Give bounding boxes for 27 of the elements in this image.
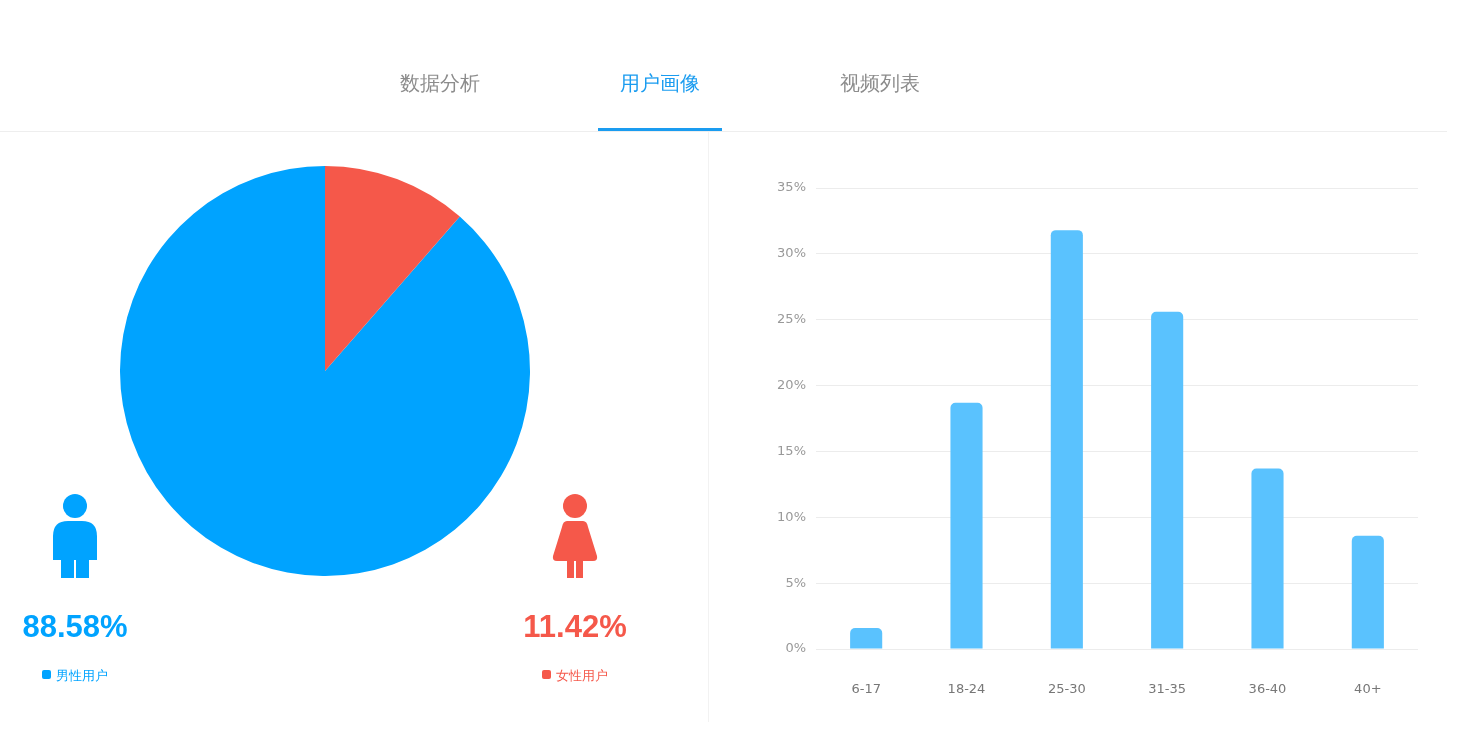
bar: [1050, 230, 1083, 649]
data-label: 88.58%: [22, 609, 128, 645]
bar: [1351, 535, 1384, 649]
y-tick-label: 0%: [785, 640, 806, 656]
text: 视频列表: [840, 70, 920, 97]
legend-label: 男性用户: [56, 666, 108, 685]
x-tick-label: 40+: [1354, 681, 1382, 697]
x-tick-label: 25-30: [1047, 681, 1086, 697]
y-tick-label: 35%: [777, 179, 806, 195]
y-tick-label: 30%: [777, 245, 806, 261]
data-label: 11.42%: [523, 609, 627, 645]
text: 数据分析: [400, 70, 480, 97]
x-tick-label: 6-17: [851, 681, 881, 697]
bar: [850, 627, 883, 649]
bar: [1151, 311, 1184, 649]
x-tick-label: 18-24: [947, 681, 986, 697]
text: 用户画像: [620, 70, 700, 97]
x-tick-label: 36-40: [1248, 681, 1287, 697]
y-tick-label: 25%: [777, 311, 806, 327]
y-tick-label: 15%: [777, 442, 806, 458]
legend-label: 女性用户: [556, 666, 608, 685]
x-tick-label: 31-35: [1148, 681, 1187, 697]
y-tick-label: 5%: [785, 574, 806, 590]
bar: [1251, 468, 1284, 649]
bar: [950, 402, 983, 649]
y-tick-label: 20%: [777, 376, 806, 392]
y-tick-label: 10%: [777, 508, 806, 524]
